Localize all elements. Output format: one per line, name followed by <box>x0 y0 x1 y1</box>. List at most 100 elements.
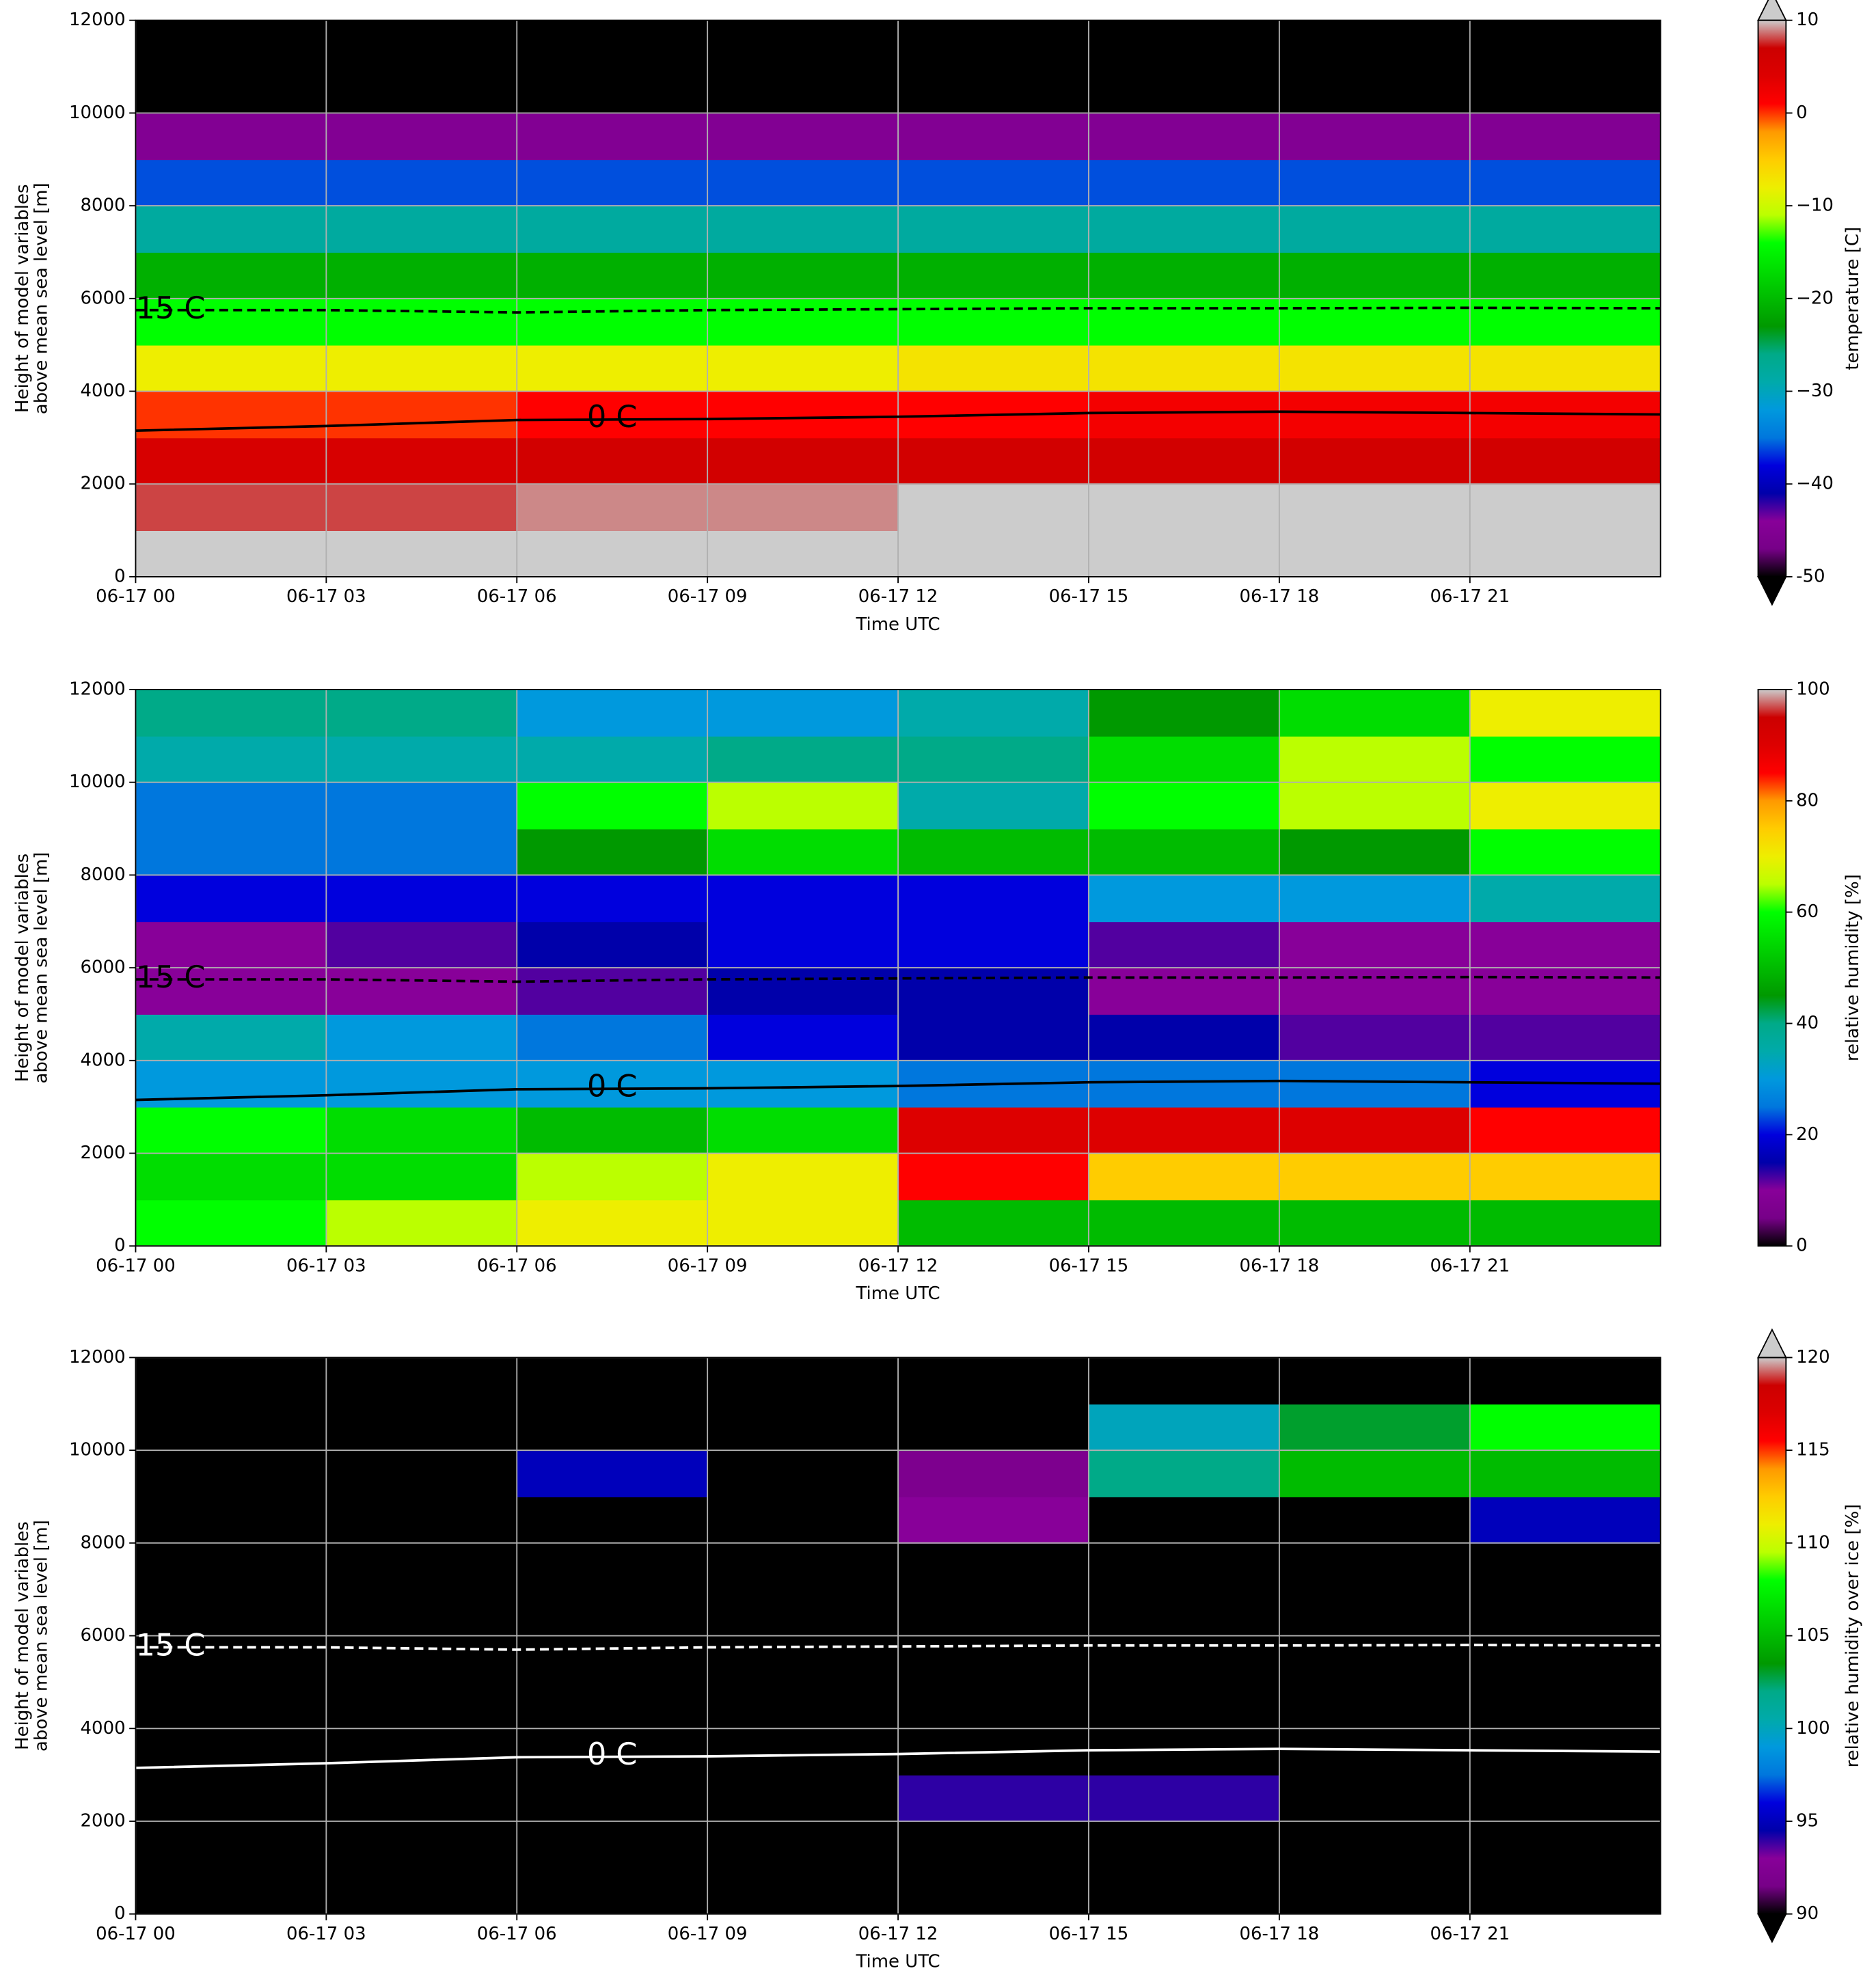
heatmap-cell <box>326 1497 518 1544</box>
heatmap-cell <box>517 1635 709 1683</box>
y-tick-label: 8000 <box>81 864 126 885</box>
heatmap-cell <box>135 735 327 783</box>
heatmap-cell <box>1469 1013 1661 1061</box>
heatmap-cell <box>1469 1357 1661 1405</box>
heatmap-cell <box>1469 1199 1661 1247</box>
heatmap-cell <box>898 921 1089 969</box>
y-tick-label: 6000 <box>81 957 126 978</box>
heatmap-cell <box>326 689 518 737</box>
heatmap-cell <box>898 251 1089 299</box>
heatmap-cell <box>898 1635 1089 1683</box>
heatmap-cell <box>135 20 327 68</box>
heatmap-cell <box>707 437 899 485</box>
y-tick-label: 4000 <box>81 1050 126 1070</box>
heatmap-cell <box>517 484 709 531</box>
heatmap-cell <box>1279 1821 1471 1868</box>
heatmap-cell <box>1469 1775 1661 1822</box>
heatmap-cell <box>135 344 327 392</box>
heatmap-cell <box>1088 206 1280 253</box>
heatmap-cell <box>1469 344 1661 392</box>
heatmap-cell <box>898 206 1089 253</box>
heatmap-cell <box>707 20 899 68</box>
heatmap-cell <box>1088 113 1280 161</box>
heatmap-cell <box>1088 735 1280 783</box>
contour-label: 15 C <box>136 291 206 326</box>
heatmap-cell <box>135 484 327 531</box>
heatmap-cell <box>326 1013 518 1061</box>
heatmap-cell <box>1088 875 1280 923</box>
heatmap-cell <box>707 484 899 531</box>
heatmap-cell <box>1469 251 1661 299</box>
heatmap-cell <box>707 1404 899 1452</box>
heatmap-cell <box>898 484 1089 531</box>
heatmap-cell <box>1469 1589 1661 1637</box>
y-tick-label: 2000 <box>81 474 126 494</box>
heatmap-cell <box>326 1589 518 1637</box>
y-tick-label: 0 <box>114 1236 126 1256</box>
heatmap-cell <box>517 1199 709 1247</box>
colorbar-tick-label: 80 <box>1796 790 1819 811</box>
colorbar-tick-label: 110 <box>1796 1532 1830 1553</box>
x-tick-label: 06-17 18 <box>1240 1255 1320 1276</box>
x-tick-label: 06-17 03 <box>286 1255 366 1276</box>
heatmap-cell <box>517 828 709 876</box>
heatmap-cell <box>898 1404 1089 1452</box>
heatmap-cell <box>1279 1357 1471 1405</box>
heatmap-cell <box>707 1497 899 1544</box>
heatmap-cell <box>1469 1497 1661 1544</box>
heatmap-cell <box>707 159 899 207</box>
heatmap-cell <box>1088 344 1280 392</box>
heatmap-cell <box>326 921 518 969</box>
heatmap-cell <box>517 1775 709 1822</box>
colorbar-frame <box>1757 689 1787 1247</box>
heatmap-cell <box>707 1682 899 1730</box>
heatmap-cell <box>517 1497 709 1544</box>
heatmap-cell <box>1279 1867 1471 1914</box>
heatmap-cell <box>898 1542 1089 1590</box>
colorbar-label: relative humidity over ice [%] <box>1843 1504 1863 1768</box>
heatmap-cell <box>517 251 709 299</box>
colorbar-extend-over <box>1757 1328 1787 1359</box>
heatmap-cell <box>898 113 1089 161</box>
colorbar-tick-label: −40 <box>1796 474 1834 494</box>
colorbar-tick-label: −10 <box>1796 195 1834 216</box>
x-axis-label: Time UTC <box>855 614 940 635</box>
heatmap-cell <box>135 1867 327 1914</box>
heatmap-cell <box>1279 782 1471 830</box>
heatmap-cell <box>326 1106 518 1154</box>
y-tick-label: 12000 <box>69 679 126 699</box>
heatmap-cell <box>517 689 709 737</box>
x-tick-label: 06-17 09 <box>668 586 748 607</box>
heatmap-cell <box>898 530 1089 577</box>
x-tick-label: 06-17 18 <box>1240 1924 1320 1944</box>
heatmap-cell <box>1469 1821 1661 1868</box>
x-tick-label: 06-17 00 <box>96 1255 176 1276</box>
axes-frame <box>135 689 1661 1247</box>
x-tick-label: 06-17 15 <box>1049 1924 1129 1944</box>
colorbar <box>1758 689 1786 1247</box>
heatmap-cell <box>707 1357 899 1405</box>
heatmap-cell <box>517 1728 709 1776</box>
heatmap-cell <box>1469 437 1661 485</box>
colorbar-tick-label: 60 <box>1796 901 1819 922</box>
heatmap-cell <box>1088 1682 1280 1730</box>
heatmap-cell <box>326 1404 518 1452</box>
colorbar-tick-label: 0 <box>1796 103 1808 123</box>
heatmap-cell <box>898 159 1089 207</box>
axes-frame <box>135 1357 1661 1915</box>
colorbar-extend-over <box>1757 0 1787 21</box>
x-tick-label: 06-17 12 <box>858 586 938 607</box>
heatmap-cell <box>707 113 899 161</box>
heatmap-cell <box>326 1542 518 1590</box>
heatmap-cell <box>1279 1497 1471 1544</box>
colorbar <box>1758 1357 1786 1914</box>
heatmap-cell <box>1469 968 1661 1015</box>
heatmap-cell <box>1088 968 1280 1015</box>
heatmap-cell <box>517 1404 709 1452</box>
heatmap-cell <box>707 1060 899 1108</box>
heatmap-cell <box>326 1450 518 1497</box>
heatmap-cell <box>707 735 899 783</box>
heatmap-cell <box>135 251 327 299</box>
heatmap-cell <box>1088 1199 1280 1247</box>
y-tick-label: 10000 <box>69 772 126 792</box>
